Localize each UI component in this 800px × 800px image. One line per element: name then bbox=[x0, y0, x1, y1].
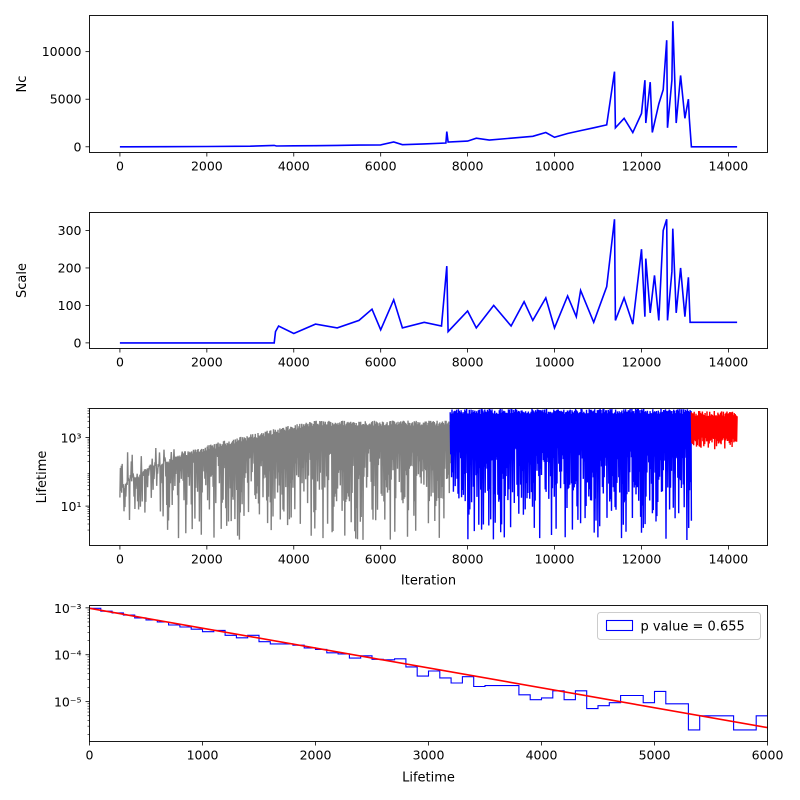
nc-series-line bbox=[119, 21, 738, 148]
lifetime-xtick-label: 14000 bbox=[709, 552, 749, 567]
lifetime-hist-xlabel: Lifetime bbox=[402, 771, 455, 786]
nc-xtick-label: 4000 bbox=[278, 159, 310, 174]
lifetime-series-line bbox=[449, 408, 693, 541]
lifetime-hist-ytick-label: 10⁻⁵ bbox=[54, 695, 82, 710]
scale-ytick-label: 300 bbox=[58, 223, 82, 238]
nc-xtick-label: 12000 bbox=[622, 159, 662, 174]
lifetime-hist-histogram-steps bbox=[89, 607, 768, 731]
lifetime-hist-xtick-label: 6000 bbox=[752, 748, 784, 763]
lifetime-panel: 0 2000 4000 6000 8000 10000 12000 14000 10¹ 10³ It… bbox=[35, 408, 768, 589]
scale-ytick-label: 0 bbox=[74, 335, 82, 350]
scale-ytick-label: 200 bbox=[58, 260, 82, 275]
lifetime-xtick-label: 12000 bbox=[622, 552, 662, 567]
lifetime-xlabel: Iteration bbox=[401, 574, 456, 589]
lifetime-xtick-label: 10000 bbox=[535, 552, 575, 567]
lifetime-hist-xtick-label: 2000 bbox=[300, 748, 332, 763]
nc-xtick-label: 10000 bbox=[535, 159, 575, 174]
scale-xtick-label: 2000 bbox=[191, 355, 223, 370]
scale-ylabel: Scale bbox=[15, 263, 30, 298]
nc-ytick-label: 0 bbox=[74, 139, 82, 154]
lifetime-hist-panel: 0 1000 2000 3000 4000 5000 6000 10⁻⁵ 10⁻⁴ 10⁻³ Lif… bbox=[54, 601, 783, 786]
scale-xtick-label: 4000 bbox=[278, 355, 310, 370]
nc-ytick-label: 10000 bbox=[42, 44, 82, 59]
lifetime-xtick-label: 8000 bbox=[452, 552, 484, 567]
scale-xtick-label: 6000 bbox=[365, 355, 397, 370]
lifetime-hist-xtick-label: 0 bbox=[86, 748, 94, 763]
lifetime-series-line bbox=[690, 410, 738, 450]
lifetime-xtick-label: 2000 bbox=[191, 552, 223, 567]
lifetime-xtick-label: 4000 bbox=[278, 552, 310, 567]
scale-xtick-label: 8000 bbox=[452, 355, 484, 370]
nc-xtick-label: 2000 bbox=[191, 159, 223, 174]
lifetime-hist-fit-line bbox=[89, 607, 768, 729]
scale-xtick-label: 12000 bbox=[622, 355, 662, 370]
lifetime-hist-xtick-label: 3000 bbox=[413, 748, 445, 763]
lifetime-ytick-label: 10³ bbox=[61, 431, 82, 446]
lifetime-hist-ytick-label: 10⁻³ bbox=[54, 601, 82, 616]
lifetime-series-line bbox=[119, 420, 451, 540]
scale-xtick-label: 14000 bbox=[709, 355, 749, 370]
nc-ytick-label: 5000 bbox=[50, 92, 82, 107]
lifetime-hist-ytick-label: 10⁻⁴ bbox=[54, 648, 82, 663]
scale-series-line bbox=[119, 218, 738, 344]
scale-xtick-label: 0 bbox=[116, 355, 124, 370]
nc-panel: 0 2000 4000 6000 8000 10000 12000 14000 0 5000 100… bbox=[15, 15, 768, 174]
legend-label: p value = 0.655 bbox=[641, 620, 745, 635]
scale-ytick-label: 100 bbox=[58, 298, 82, 313]
nc-xtick-label: 8000 bbox=[452, 159, 484, 174]
lifetime-hist-xtick-label: 5000 bbox=[639, 748, 671, 763]
lifetime-ylabel: Lifetime bbox=[35, 451, 50, 504]
lifetime-ytick-label: 10¹ bbox=[61, 499, 82, 514]
nc-xtick-label: 0 bbox=[116, 159, 124, 174]
lifetime-xtick-label: 0 bbox=[116, 552, 124, 567]
nc-xtick-label: 14000 bbox=[709, 159, 749, 174]
legend-box bbox=[597, 612, 761, 640]
nc-frame bbox=[89, 15, 768, 153]
legend-swatch bbox=[605, 619, 634, 632]
nc-xtick-label: 6000 bbox=[365, 159, 397, 174]
scale-panel: 0 2000 4000 6000 8000 10000 12000 14000 0 100 200 3… bbox=[15, 212, 768, 370]
nc-ylabel: Nc bbox=[15, 76, 30, 93]
lifetime-xtick-label: 6000 bbox=[365, 552, 397, 567]
scale-xtick-label: 10000 bbox=[535, 355, 575, 370]
lifetime-hist-legend: p value = 0.655 bbox=[597, 612, 761, 640]
lifetime-hist-xtick-label: 1000 bbox=[187, 748, 219, 763]
lifetime-hist-xtick-label: 4000 bbox=[526, 748, 558, 763]
scale-frame bbox=[89, 212, 768, 349]
